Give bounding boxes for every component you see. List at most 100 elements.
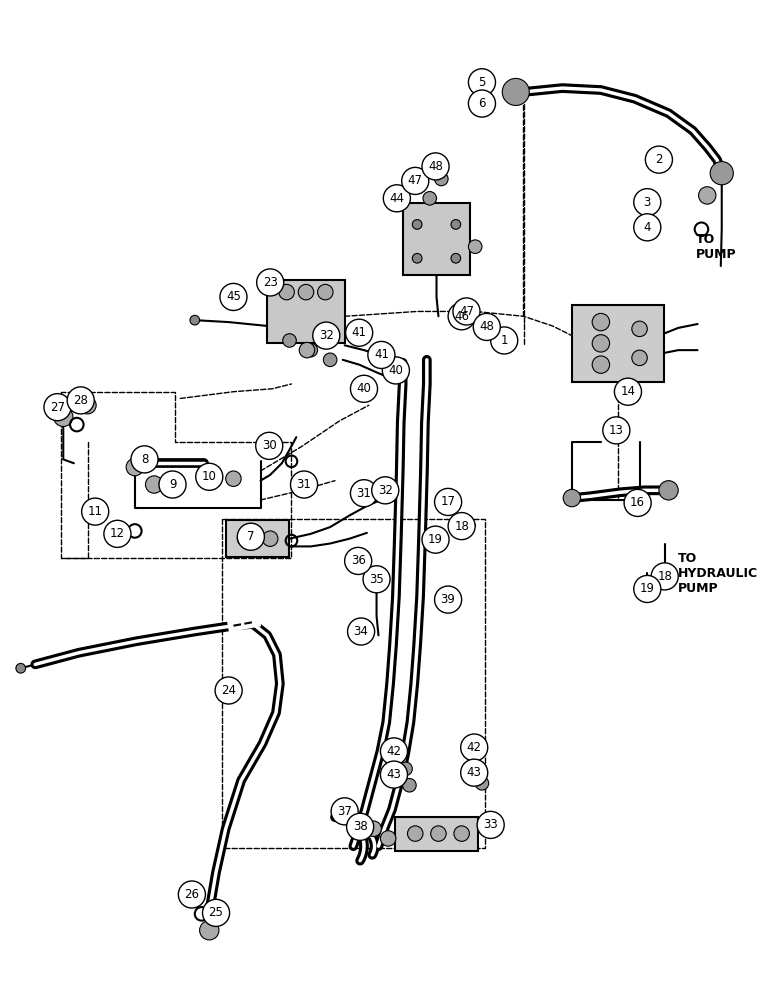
Circle shape: [422, 526, 449, 553]
Text: 27: 27: [50, 401, 65, 414]
Text: 25: 25: [208, 906, 223, 919]
Text: 14: 14: [621, 385, 635, 398]
Circle shape: [451, 253, 461, 263]
Circle shape: [477, 811, 504, 838]
Circle shape: [167, 476, 185, 493]
Circle shape: [435, 586, 462, 613]
Circle shape: [256, 432, 283, 459]
Text: 12: 12: [110, 527, 125, 540]
Circle shape: [403, 778, 416, 792]
Circle shape: [399, 762, 412, 776]
Circle shape: [256, 269, 284, 296]
Circle shape: [439, 593, 457, 610]
Circle shape: [350, 480, 378, 507]
Circle shape: [381, 738, 408, 765]
Text: 46: 46: [454, 310, 469, 323]
Text: 48: 48: [428, 160, 443, 173]
Text: 41: 41: [352, 326, 367, 339]
Text: 19: 19: [640, 582, 655, 595]
Text: 10: 10: [201, 470, 217, 483]
Text: 3: 3: [644, 196, 651, 209]
Text: 40: 40: [388, 364, 403, 377]
Text: 23: 23: [262, 276, 278, 289]
Circle shape: [422, 153, 449, 180]
Text: 31: 31: [357, 487, 371, 500]
Circle shape: [355, 489, 373, 507]
Circle shape: [656, 571, 673, 588]
Circle shape: [451, 220, 461, 229]
Circle shape: [476, 777, 489, 790]
Circle shape: [408, 826, 423, 841]
Text: 43: 43: [387, 768, 401, 781]
FancyBboxPatch shape: [267, 280, 344, 343]
Circle shape: [615, 378, 642, 405]
Circle shape: [109, 528, 126, 545]
Circle shape: [469, 69, 496, 96]
Text: TO
HYDRAULIC
PUMP: TO HYDRAULIC PUMP: [679, 552, 758, 595]
Circle shape: [634, 189, 661, 216]
Text: 13: 13: [609, 424, 624, 437]
Circle shape: [624, 489, 651, 516]
Text: 26: 26: [185, 888, 199, 901]
Text: 31: 31: [296, 478, 311, 491]
Circle shape: [603, 417, 630, 444]
Circle shape: [225, 471, 241, 486]
Text: 32: 32: [378, 484, 393, 497]
Circle shape: [237, 531, 252, 546]
Text: 37: 37: [337, 805, 352, 818]
Circle shape: [79, 397, 96, 414]
Circle shape: [346, 319, 373, 346]
Circle shape: [178, 881, 205, 908]
Text: 34: 34: [354, 625, 368, 638]
Circle shape: [448, 513, 476, 540]
Text: 8: 8: [141, 453, 148, 466]
Circle shape: [454, 826, 469, 841]
Circle shape: [631, 321, 647, 337]
Circle shape: [380, 484, 397, 501]
Circle shape: [300, 342, 315, 358]
Text: 42: 42: [467, 741, 482, 754]
Circle shape: [710, 162, 733, 185]
Circle shape: [454, 521, 469, 537]
Circle shape: [344, 547, 372, 574]
Circle shape: [196, 463, 223, 490]
Circle shape: [351, 558, 367, 573]
Circle shape: [592, 335, 610, 352]
Text: 9: 9: [169, 478, 176, 491]
Text: 7: 7: [247, 530, 255, 543]
Circle shape: [382, 357, 409, 384]
Circle shape: [145, 476, 163, 493]
Circle shape: [331, 798, 358, 825]
Text: 39: 39: [441, 593, 455, 606]
Circle shape: [367, 341, 395, 368]
Circle shape: [131, 446, 158, 473]
Circle shape: [435, 488, 462, 515]
Circle shape: [592, 356, 610, 373]
Circle shape: [638, 582, 656, 600]
Text: 47: 47: [408, 174, 423, 187]
Text: 18: 18: [657, 570, 672, 583]
Circle shape: [381, 831, 396, 846]
Text: 44: 44: [389, 192, 405, 205]
Circle shape: [215, 677, 242, 704]
Circle shape: [448, 303, 476, 330]
Circle shape: [44, 394, 71, 421]
Circle shape: [181, 886, 198, 903]
Circle shape: [440, 497, 455, 513]
Circle shape: [412, 220, 422, 229]
Circle shape: [592, 313, 610, 331]
Circle shape: [659, 481, 679, 500]
Circle shape: [298, 284, 313, 300]
Circle shape: [237, 523, 264, 550]
Text: 4: 4: [644, 221, 651, 234]
Text: 36: 36: [350, 554, 366, 567]
Circle shape: [313, 322, 340, 349]
Text: 45: 45: [226, 290, 241, 303]
Circle shape: [67, 387, 94, 414]
Circle shape: [428, 534, 443, 549]
Text: 5: 5: [479, 76, 486, 89]
Text: 16: 16: [630, 496, 645, 509]
Circle shape: [472, 762, 485, 776]
Circle shape: [699, 187, 716, 204]
Circle shape: [86, 506, 104, 523]
